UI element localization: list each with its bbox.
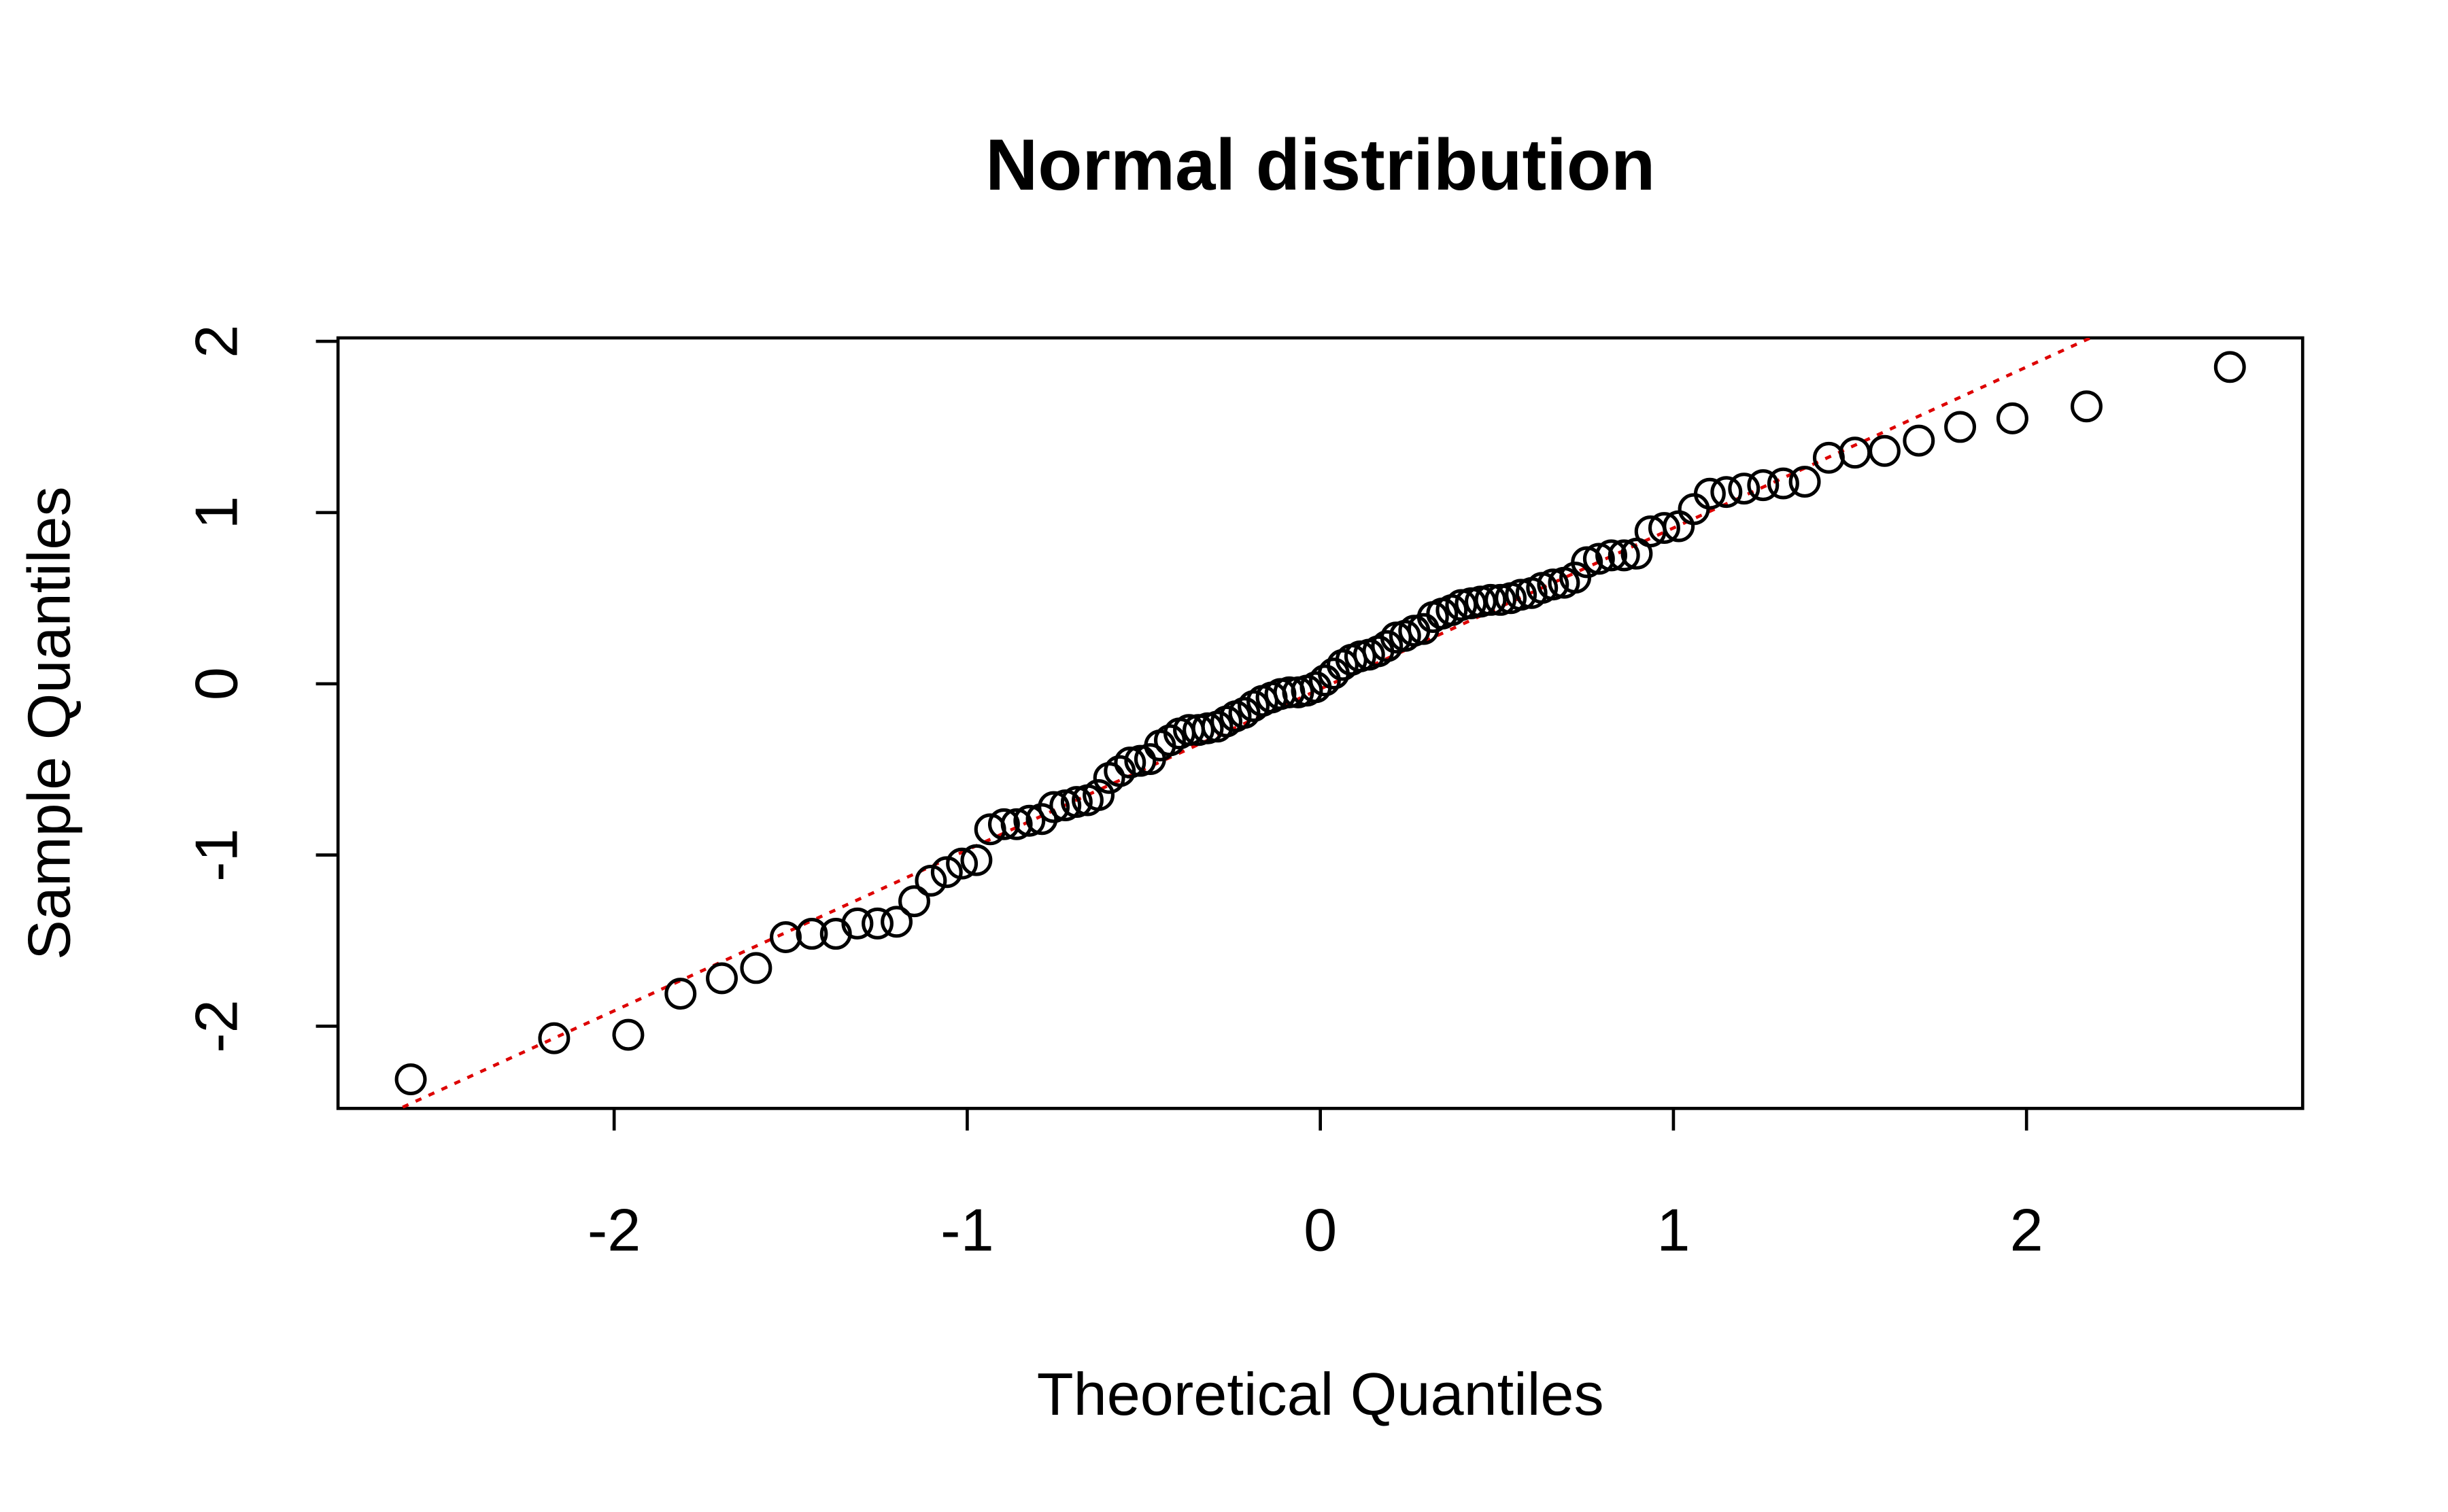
- point: [1620, 537, 1653, 570]
- point: [841, 907, 874, 940]
- point: [1474, 583, 1507, 616]
- point: [770, 921, 802, 953]
- point: [1038, 791, 1070, 823]
- point: [1371, 630, 1404, 662]
- point: [1083, 779, 1115, 811]
- y-tick-label: 1: [183, 496, 250, 529]
- point: [1595, 539, 1627, 572]
- plot-area: [396, 338, 2094, 1109]
- point: [1710, 476, 1743, 509]
- point: [1060, 786, 1093, 819]
- point: [1648, 512, 1680, 545]
- y-tick-label: 0: [183, 667, 250, 700]
- point: [2213, 351, 2246, 383]
- point: [1767, 467, 1799, 500]
- point: [1903, 424, 1935, 457]
- y-tick-label: 2: [183, 324, 250, 358]
- point: [1484, 583, 1516, 616]
- x-axis-label: Theoretical Quantiles: [1037, 1360, 1604, 1428]
- point: [915, 864, 947, 897]
- point: [946, 847, 979, 880]
- chart-title: Normal distribution: [985, 124, 1655, 205]
- point: [1013, 804, 1046, 837]
- point: [664, 978, 697, 1010]
- x-tick-label: 2: [2010, 1196, 2043, 1263]
- point: [394, 1063, 427, 1096]
- point: [1000, 808, 1033, 840]
- point: [862, 907, 894, 940]
- point: [1505, 579, 1537, 611]
- x-tick-label: 1: [1656, 1196, 1690, 1263]
- point: [612, 1018, 645, 1051]
- reference-line: [396, 338, 2094, 1109]
- point: [1728, 472, 1761, 505]
- point: [1693, 477, 1726, 510]
- point: [2071, 390, 2103, 423]
- point: [1788, 466, 1821, 498]
- point: [898, 885, 930, 918]
- point: [796, 918, 828, 950]
- point: [1154, 724, 1186, 757]
- y-tick-label: -1: [183, 828, 250, 881]
- point: [1114, 746, 1146, 779]
- point: [1944, 411, 1977, 443]
- point: [1582, 543, 1615, 575]
- point: [1839, 436, 1871, 469]
- point: [538, 1022, 571, 1054]
- plot-frame: [336, 336, 2305, 1110]
- point: [1868, 434, 1901, 467]
- point: [740, 952, 772, 984]
- y-axis-label: Sample Quantiles: [15, 486, 82, 960]
- point: [1747, 469, 1780, 502]
- point: [930, 856, 963, 889]
- y-tick-label: -2: [183, 999, 250, 1052]
- point: [1996, 402, 2028, 434]
- point: [881, 906, 913, 938]
- point: [1608, 539, 1640, 572]
- x-tick-label: -1: [940, 1196, 993, 1263]
- point: [1537, 568, 1569, 601]
- x-tick-label: 0: [1304, 1196, 1337, 1263]
- point: [960, 844, 993, 876]
- point: [1571, 546, 1603, 579]
- point: [1678, 493, 1710, 526]
- point: [1104, 755, 1136, 787]
- point: [1025, 803, 1058, 836]
- point: [706, 962, 738, 995]
- x-tick-label: -2: [588, 1196, 641, 1263]
- point: [987, 808, 1020, 840]
